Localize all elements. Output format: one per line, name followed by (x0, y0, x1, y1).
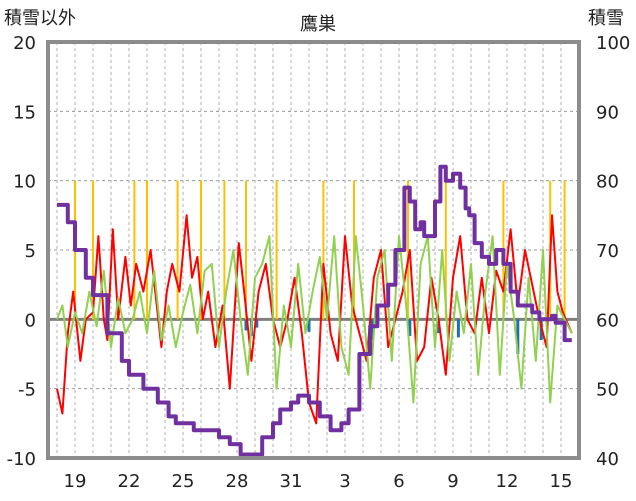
red-series-line (56, 214, 573, 425)
x-tick-label: 9 (447, 471, 458, 492)
x-tick-label: 12 (496, 471, 519, 492)
left-tick-label: 15 (13, 102, 36, 123)
right-tick-label: 60 (596, 310, 619, 331)
chart-title: 鷹巣 (300, 13, 336, 35)
x-tick-label: 15 (550, 471, 573, 492)
left-tick-label: 10 (13, 172, 36, 193)
right-tick-label: 50 (596, 380, 619, 401)
right-tick-label: 100 (596, 33, 630, 54)
green-series-line (56, 235, 573, 404)
left-tick-label: 5 (25, 241, 36, 262)
right-tick-label: 90 (596, 102, 619, 123)
left-tick-label: 0 (25, 310, 36, 331)
chart-marks (56, 164, 573, 457)
left-axis-label: 積雪以外 (4, 8, 76, 29)
x-tick-label: 22 (118, 471, 141, 492)
left-tick-label: -10 (7, 449, 36, 470)
plot-frame (46, 40, 581, 460)
x-tick-label: 3 (339, 471, 350, 492)
left-tick-label: -5 (18, 380, 36, 401)
snow-depth-line (57, 164, 572, 457)
x-tick-label: 19 (64, 471, 87, 492)
x-tick-label: 6 (393, 471, 404, 492)
left-tick-label: 20 (13, 33, 36, 54)
x-tick-label: 28 (226, 471, 249, 492)
x-tick-label: 25 (172, 471, 195, 492)
right-tick-label: 80 (596, 172, 619, 193)
right-axis-label: 積雪 (588, 8, 624, 29)
right-tick-label: 70 (596, 241, 619, 262)
x-tick-label: 31 (280, 471, 303, 492)
right-tick-label: 40 (596, 449, 619, 470)
